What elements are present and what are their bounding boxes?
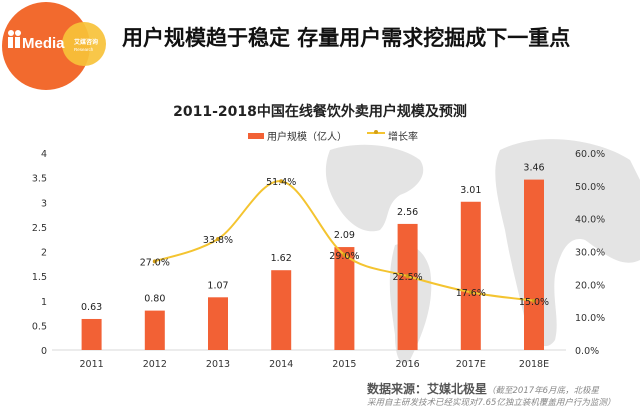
growth-point-2016 (405, 274, 410, 279)
bar-value-label: 2.09 (334, 230, 355, 241)
x-tick-label: 2012 (143, 359, 167, 370)
legend-item-users: 用户规模（亿人） (248, 128, 347, 143)
source-label: 数据来源：艾媒北极星（截至2017年6月底，北极星 (367, 380, 599, 397)
growth-point-2013 (216, 237, 220, 242)
y2-tick-label: 10.0% (575, 313, 605, 324)
legend-swatch-bar (248, 132, 264, 139)
bar-users-2018E (524, 179, 544, 350)
y-tick-label: 4 (41, 149, 47, 160)
y-tick-label: 2 (41, 248, 47, 259)
growth-point-2015 (342, 252, 347, 257)
legend-item-growth: 增长率 (367, 128, 418, 143)
growth-value-label: 27.0% (140, 257, 170, 268)
legend-label-users: 用户规模（亿人） (267, 132, 347, 143)
bar-value-label: 3.01 (460, 185, 481, 196)
source-title: 数据来源：艾媒北极星 (367, 382, 488, 396)
bar-value-label: 0.80 (144, 294, 165, 305)
bar-users-2016 (397, 223, 418, 350)
x-tick-label: 2013 (206, 359, 230, 370)
y-tick-label: 1.5 (32, 272, 47, 283)
y2-tick-label: 50.0% (575, 182, 605, 193)
growth-value-label: 29.0% (329, 251, 359, 262)
growth-value-label: 33.8% (203, 235, 233, 246)
legend-swatch-line (367, 129, 385, 134)
logo-yellow-circle (62, 22, 106, 66)
page-headline: 用户规模趋于稳定 存量用户需求挖掘成下一重点 (122, 26, 571, 50)
bar-value-label: 1.07 (207, 280, 228, 291)
x-tick-label: 2015 (332, 359, 356, 370)
growth-point-2014 (279, 179, 284, 184)
source-note-1: （截至2017年6月底，北极星 (487, 386, 600, 396)
y-tick-label: 0 (41, 346, 47, 357)
y-tick-label: 1 (41, 297, 47, 308)
logo-orange-circle (2, 2, 90, 90)
bar-value-label: 3.46 (523, 163, 544, 174)
svg-text:Research: Research (74, 47, 94, 52)
growth-point-2012 (152, 259, 157, 264)
bar-users-2011 (81, 318, 102, 350)
growth-point-2018E (532, 298, 536, 303)
bar-users-2015 (334, 247, 355, 350)
bar-value-label: 2.56 (397, 207, 418, 218)
source-note-2: 采用自主研发技术已经实现对7.65亿独立装机覆盖用户行为监测） (367, 398, 616, 408)
legend-label-growth: 增长率 (388, 132, 418, 143)
growth-value-label: 17.6% (456, 288, 486, 299)
x-tick-label: 2011 (80, 359, 104, 370)
y-tick-label: 0.5 (32, 321, 47, 332)
x-tick-label: 2016 (396, 359, 420, 370)
bar-users-2012 (144, 310, 165, 350)
growth-value-label: 15.0% (519, 297, 549, 308)
y2-tick-label: 40.0% (575, 215, 605, 226)
bar-users-2014 (271, 270, 292, 350)
x-tick-label: 2017E (456, 359, 486, 370)
iimedia-logo: Media 艾媒咨询 Research (2, 2, 106, 90)
growth-point-2017E (468, 290, 473, 295)
x-tick-label: 2018E (519, 359, 549, 370)
bar-value-label: 1.62 (271, 253, 292, 264)
bar-value-label: 0.63 (81, 302, 102, 313)
y-tick-label: 2.5 (32, 223, 47, 234)
svg-text:Media: Media (22, 35, 65, 52)
growth-value-label: 22.5% (393, 272, 423, 283)
y-tick-label: 3.5 (32, 174, 47, 185)
svg-text:艾媒咨询: 艾媒咨询 (74, 38, 98, 46)
y2-tick-label: 60.0% (575, 149, 605, 160)
x-tick-label: 2014 (269, 359, 293, 370)
y2-tick-label: 20.0% (575, 280, 605, 291)
growth-value-label: 51.4% (266, 177, 296, 188)
chart-title: 2011-2018中国在线餐饮外卖用户规模及预测 (173, 104, 467, 120)
bar-users-2013 (208, 297, 228, 350)
y-tick-label: 3 (41, 198, 47, 209)
bar-users-2017E (460, 201, 481, 350)
y2-tick-label: 0.0% (575, 346, 599, 357)
y2-tick-label: 30.0% (575, 248, 605, 259)
chart-legend: 用户规模（亿人） 增长率 (248, 128, 432, 143)
